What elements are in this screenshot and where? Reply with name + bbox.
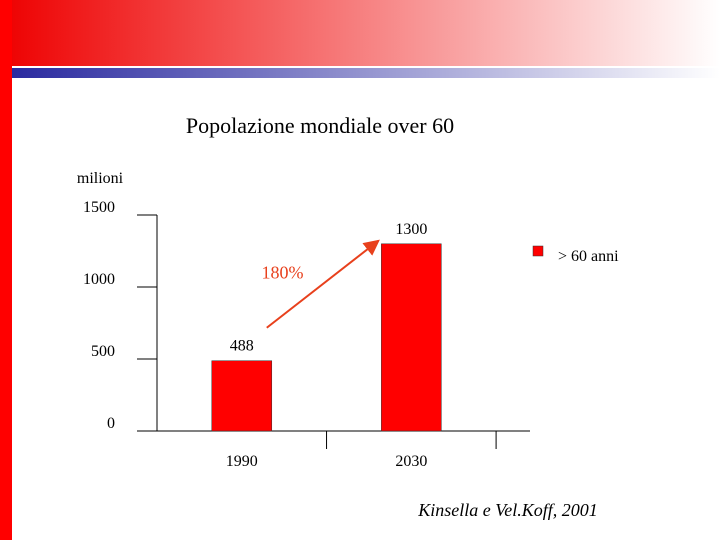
annotation: 180%	[262, 262, 304, 282]
value-label: 1300	[395, 221, 427, 238]
growth-arrow	[266, 239, 380, 329]
value-label: 488	[230, 338, 254, 355]
side-band	[0, 0, 12, 540]
bar	[381, 243, 442, 432]
header-band	[0, 0, 720, 66]
header-stripe	[12, 68, 720, 78]
plot: 0 500 1000 1500 488 1300 > 60 anni 1990 2030 180%	[83, 199, 619, 470]
x-tick-label: 1990	[226, 453, 258, 470]
legend-label: > 60 anni	[558, 248, 619, 265]
y-axis-label: milioni	[77, 170, 124, 187]
y-tick-label: 500	[91, 343, 115, 360]
bar	[211, 360, 273, 432]
x-tick-label: 2030	[395, 453, 427, 470]
source: Kinsella e Vel.Koff, 2001	[417, 500, 598, 520]
chart-title: Popolazione mondiale over 60	[186, 113, 454, 138]
legend-swatch	[532, 245, 544, 257]
y-tick-label: 1000	[83, 271, 115, 288]
y-tick-label: 1500	[83, 199, 115, 216]
y-tick-label: 0	[107, 415, 115, 432]
